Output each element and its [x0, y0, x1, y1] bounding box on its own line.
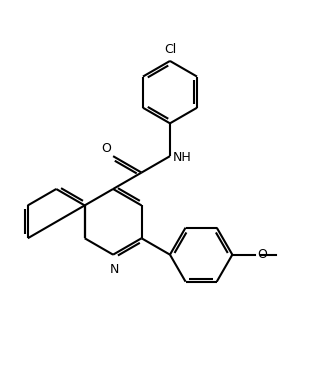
- Text: O: O: [102, 142, 112, 155]
- Text: N: N: [110, 263, 119, 276]
- Text: O: O: [257, 248, 267, 261]
- Text: NH: NH: [172, 151, 191, 164]
- Text: Cl: Cl: [164, 43, 176, 56]
